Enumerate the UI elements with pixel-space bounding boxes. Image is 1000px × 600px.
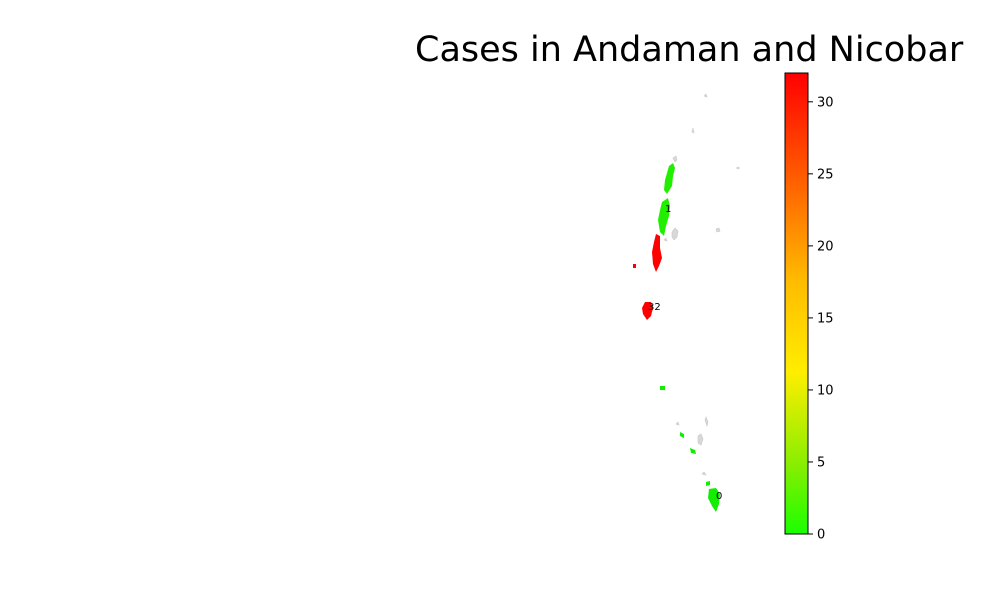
little-andaman-shape (642, 302, 653, 320)
region-value-label: 32 (648, 302, 661, 313)
colorbar-tick-label: 15 (817, 311, 834, 326)
region-value-label: 1 (665, 204, 671, 215)
central-nicobar-shape-a (680, 432, 684, 438)
colorbar-ticks: 0 5 10 15 20 25 30 (808, 95, 834, 543)
colorbar: 0 5 10 15 20 25 30 (784, 72, 834, 543)
colorbar-gradient (784, 72, 809, 535)
north-andaman-shape (664, 163, 675, 194)
region-south-andaman: 32 (633, 234, 662, 320)
central-nicobar-shape-b (690, 448, 696, 454)
little-island-shape (633, 264, 636, 268)
car-nicobar-shape (660, 386, 665, 390)
colorbar-tick-label: 5 (817, 455, 825, 470)
minor-islands (663, 93, 740, 476)
great-nicobar-shape (708, 488, 720, 512)
region-north-middle-andaman: 1 (658, 163, 675, 236)
south-andaman-shape (652, 234, 662, 272)
map-title: Cases in Andaman and Nicobar (415, 30, 964, 70)
region-nicobars: 0 (660, 386, 722, 512)
colorbar-tick-label: 0 (817, 528, 825, 543)
colorbar-tick-label: 25 (817, 167, 834, 182)
great-nicobar-islet (706, 481, 710, 486)
region-value-label: 0 (716, 491, 722, 502)
colorbar-tick-label: 20 (817, 239, 834, 254)
colorbar-tick-label: 30 (817, 95, 834, 110)
colorbar-tick-label: 10 (817, 383, 834, 398)
middle-andaman-shape (658, 198, 670, 236)
